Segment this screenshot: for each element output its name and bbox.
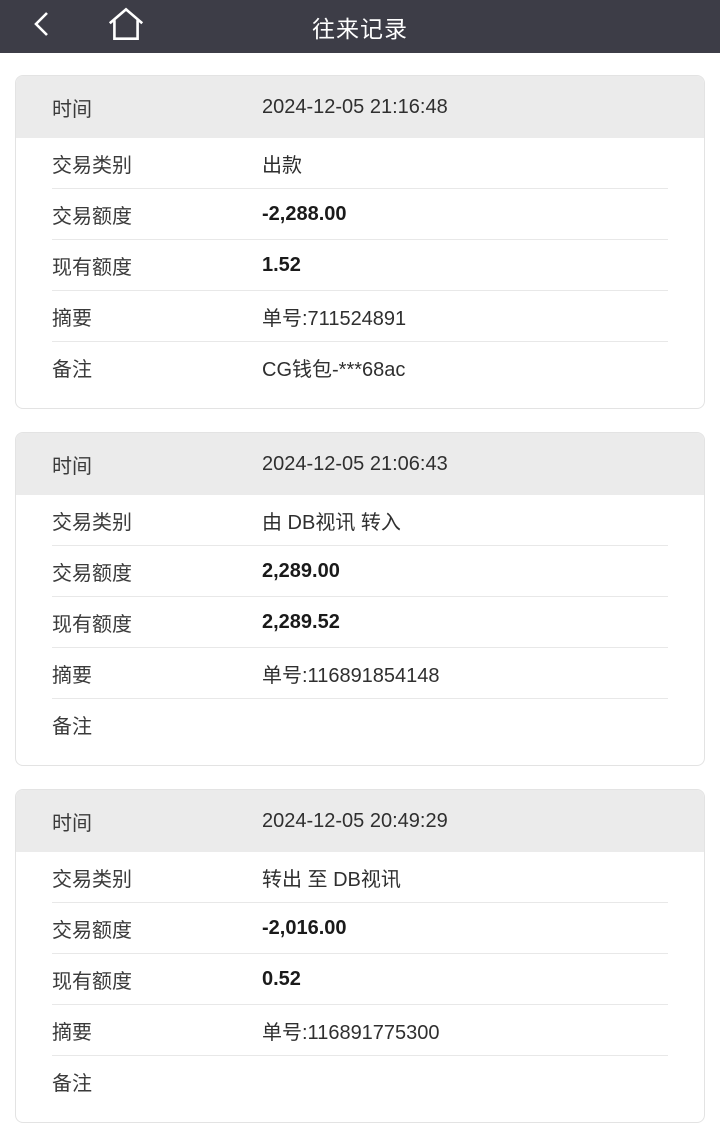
summary-row: 摘要 单号:711524891 <box>16 291 704 341</box>
time-label: 时间 <box>52 98 92 121</box>
divider <box>52 290 668 291</box>
divider <box>52 341 668 342</box>
type-value: 转出 至 DB视讯 <box>262 868 401 891</box>
balance-label: 现有额度 <box>52 613 132 636</box>
record-card: 时间 2024-12-05 20:49:29 交易类别 转出 至 DB视讯 交易… <box>15 789 705 1123</box>
summary-row: 摘要 单号:116891854148 <box>16 648 704 698</box>
balance-value: 1.52 <box>262 253 301 276</box>
summary-label: 摘要 <box>52 1021 92 1044</box>
divider <box>52 596 668 597</box>
type-value: 出款 <box>262 154 302 177</box>
type-label: 交易类别 <box>52 154 132 177</box>
type-row: 交易类别 由 DB视讯 转入 <box>16 495 704 545</box>
back-button[interactable] <box>24 0 60 53</box>
time-value: 2024-12-05 21:06:43 <box>262 452 448 475</box>
home-button[interactable] <box>100 0 152 53</box>
amount-row: 交易额度 -2,016.00 <box>16 903 704 953</box>
balance-row: 现有额度 1.52 <box>16 240 704 290</box>
time-row: 时间 2024-12-05 21:06:43 <box>16 433 704 495</box>
balance-label: 现有额度 <box>52 256 132 279</box>
time-label: 时间 <box>52 455 92 478</box>
balance-label: 现有额度 <box>52 970 132 993</box>
remark-label: 备注 <box>52 1072 92 1095</box>
summary-label: 摘要 <box>52 664 92 687</box>
balance-row: 现有额度 0.52 <box>16 954 704 1004</box>
type-row: 交易类别 出款 <box>16 138 704 188</box>
amount-label: 交易额度 <box>52 205 132 228</box>
remark-row: 备注 CG钱包-***68ac <box>16 342 704 392</box>
summary-row: 摘要 单号:116891775300 <box>16 1005 704 1055</box>
summary-value: 单号:711524891 <box>262 307 407 330</box>
remark-value: CG钱包-***68ac <box>262 358 406 381</box>
chevron-left-icon <box>29 9 55 44</box>
summary-value: 单号:116891854148 <box>262 664 440 687</box>
type-value: 由 DB视讯 转入 <box>262 511 401 534</box>
type-label: 交易类别 <box>52 868 132 891</box>
divider <box>52 698 668 699</box>
page-title: 往来记录 <box>312 15 408 42</box>
divider <box>52 239 668 240</box>
divider <box>52 902 668 903</box>
time-row: 时间 2024-12-05 21:16:48 <box>16 76 704 138</box>
record-card: 时间 2024-12-05 21:06:43 交易类别 由 DB视讯 转入 交易… <box>15 432 705 766</box>
divider <box>52 1055 668 1056</box>
time-label: 时间 <box>52 812 92 835</box>
balance-value: 0.52 <box>262 967 301 990</box>
divider <box>52 647 668 648</box>
home-icon <box>105 7 147 46</box>
time-row: 时间 2024-12-05 20:49:29 <box>16 790 704 852</box>
amount-row: 交易额度 -2,288.00 <box>16 189 704 239</box>
card-body: 交易类别 转出 至 DB视讯 交易额度 -2,016.00 现有额度 0.52 … <box>16 852 704 1122</box>
record-card: 时间 2024-12-05 21:16:48 交易类别 出款 交易额度 -2,2… <box>15 75 705 409</box>
records-list: 时间 2024-12-05 21:16:48 交易类别 出款 交易额度 -2,2… <box>0 53 720 1123</box>
divider <box>52 545 668 546</box>
card-body: 交易类别 由 DB视讯 转入 交易额度 2,289.00 现有额度 2,289.… <box>16 495 704 765</box>
remark-row: 备注 <box>16 699 704 749</box>
remark-label: 备注 <box>52 358 92 381</box>
balance-row: 现有额度 2,289.52 <box>16 597 704 647</box>
remark-label: 备注 <box>52 715 92 738</box>
amount-label: 交易额度 <box>52 919 132 942</box>
remark-row: 备注 <box>16 1056 704 1106</box>
divider <box>52 188 668 189</box>
balance-value: 2,289.52 <box>262 610 340 633</box>
summary-value: 单号:116891775300 <box>262 1021 440 1044</box>
amount-row: 交易额度 2,289.00 <box>16 546 704 596</box>
type-label: 交易类别 <box>52 511 132 534</box>
app-header: 往来记录 <box>0 0 720 53</box>
divider <box>52 953 668 954</box>
time-value: 2024-12-05 20:49:29 <box>262 809 448 832</box>
amount-value: -2,288.00 <box>262 202 347 225</box>
summary-label: 摘要 <box>52 307 92 330</box>
amount-label: 交易额度 <box>52 562 132 585</box>
amount-value: -2,016.00 <box>262 916 347 939</box>
amount-value: 2,289.00 <box>262 559 340 582</box>
type-row: 交易类别 转出 至 DB视讯 <box>16 852 704 902</box>
divider <box>52 1004 668 1005</box>
card-body: 交易类别 出款 交易额度 -2,288.00 现有额度 1.52 摘要 单号:7… <box>16 138 704 408</box>
time-value: 2024-12-05 21:16:48 <box>262 95 448 118</box>
